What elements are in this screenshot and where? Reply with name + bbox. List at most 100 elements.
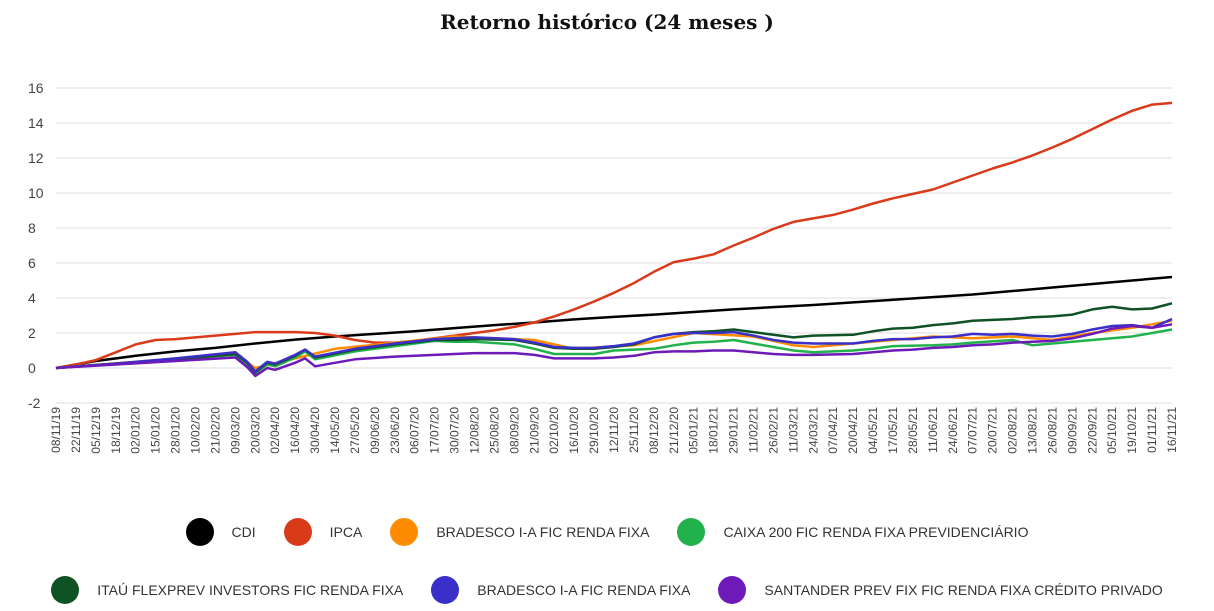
legend-swatch-icon — [718, 576, 747, 604]
x-tick-label: 22/11/19 — [69, 407, 83, 453]
x-tick-label: 14/05/20 — [328, 407, 342, 454]
x-tick-label: 07/04/21 — [826, 407, 840, 454]
x-tick-label: 18/12/19 — [109, 407, 123, 454]
x-tick-label: 02/08/21 — [1006, 407, 1020, 454]
x-tick-label: 21/02/20 — [208, 407, 222, 454]
legend-label: SANTANDER PREV FIX FIC RENDA FIXA CRÉDIT… — [764, 582, 1163, 598]
x-tick-label: 09/09/21 — [1065, 407, 1079, 454]
y-tick-label: 12 — [28, 150, 44, 166]
y-tick-label: 8 — [28, 220, 36, 236]
x-tick-label: 01/11/21 — [1145, 407, 1159, 453]
series-line-5 — [55, 317, 1173, 373]
x-tick-label: 17/07/20 — [428, 407, 442, 454]
y-tick-label: 2 — [28, 325, 36, 341]
x-tick-label: 26/02/21 — [766, 407, 780, 454]
x-tick-label: 20/03/20 — [248, 407, 262, 454]
x-tick-label: 24/06/21 — [946, 407, 960, 454]
x-tick-label: 21/09/20 — [527, 407, 541, 454]
legend-swatch-icon — [185, 518, 214, 546]
x-tick-label: 19/10/21 — [1125, 407, 1139, 454]
legend-item[interactable]: ITAÚ FLEXPREV INVESTORS FIC RENDA FIXA — [51, 576, 403, 604]
legend-item[interactable]: BRADESCO I-A FIC RENDA FIXA — [390, 518, 649, 546]
legend-swatch-icon — [390, 518, 419, 546]
x-tick-label: 02/04/20 — [268, 407, 282, 454]
legend-label: ITAÚ FLEXPREV INVESTORS FIC RENDA FIXA — [97, 582, 404, 598]
x-tick-label: 17/05/21 — [886, 407, 900, 454]
x-tick-label: 23/06/20 — [388, 407, 402, 454]
legend-item[interactable]: CAIXA 200 FIC RENDA FIXA PREVIDENCIÁRIO — [677, 518, 1028, 546]
legend-swatch-icon — [51, 576, 80, 604]
x-tick-label: 18/01/21 — [707, 407, 721, 454]
series-line-3 — [55, 328, 1173, 375]
legend-label: CAIXA 200 FIC RENDA FIXA PREVIDENCIÁRIO — [723, 524, 1029, 540]
legend-item[interactable]: SANTANDER PREV FIX FIC RENDA FIXA CRÉDIT… — [718, 576, 1163, 604]
legend-swatch-icon — [283, 518, 312, 546]
y-axis-tick-labels: 16 14 12 10 8 6 4 2 0 -2 — [28, 80, 44, 411]
x-tick-label: 21/12/20 — [667, 407, 681, 454]
x-tick-label: 30/07/20 — [448, 407, 462, 454]
legend-item[interactable]: CDI — [185, 518, 256, 546]
x-tick-label: 08/11/19 — [49, 407, 63, 453]
x-tick-label: 16/11/21 — [1165, 407, 1179, 453]
line-chart: 16 14 12 10 8 6 4 2 0 -2 08/11/19 22/11/19 05/12/19… — [28, 80, 1179, 454]
legend-item[interactable]: IPCA — [283, 518, 363, 546]
x-tick-label: 09/06/20 — [368, 407, 382, 454]
series-line-6 — [55, 323, 1173, 378]
x-tick-label: 10/02/20 — [189, 407, 203, 454]
x-tick-label: 30/04/20 — [308, 407, 322, 454]
series-line-0 — [55, 275, 1173, 370]
x-tick-label: 24/03/21 — [806, 407, 820, 454]
x-tick-label: 08/12/20 — [647, 407, 661, 454]
x-tick-label: 12/11/20 — [607, 407, 621, 453]
x-tick-label: 02/01/20 — [129, 407, 143, 454]
legend-row-1: CDI IPCA BRADESCO I-A FIC RENDA FIXA CAIXA … — [0, 518, 1214, 546]
x-tick-label: 28/05/21 — [906, 407, 920, 454]
x-tick-label: 05/10/21 — [1105, 407, 1119, 454]
x-tick-label: 16/10/20 — [567, 407, 581, 454]
legend-swatch-icon — [677, 518, 706, 546]
x-tick-label: 09/03/20 — [228, 407, 242, 454]
x-tick-label: 25/11/20 — [627, 407, 641, 453]
x-tick-label: 05/12/19 — [89, 407, 103, 454]
x-tick-label: 13/08/21 — [1026, 407, 1040, 454]
x-tick-label: 12/08/20 — [468, 407, 482, 454]
y-tick-label: 14 — [28, 115, 44, 131]
x-axis-tick-labels: 08/11/19 22/11/19 05/12/19 18/12/19 02/01/20… — [49, 407, 1179, 454]
x-tick-label: 20/04/21 — [846, 407, 860, 454]
x-tick-label: 28/01/20 — [169, 407, 183, 454]
legend-label: IPCA — [329, 524, 363, 540]
y-tick-label: 4 — [28, 290, 36, 306]
x-tick-label: 07/07/21 — [966, 407, 980, 454]
x-tick-label: 29/01/21 — [727, 407, 741, 454]
x-tick-label: 16/04/20 — [288, 407, 302, 454]
legend-label: BRADESCO I-A FIC RENDA FIXA — [436, 524, 650, 540]
x-tick-label: 29/10/20 — [587, 407, 601, 454]
legend-swatch-icon — [431, 576, 460, 604]
legend-label: BRADESCO I-A FIC RENDA FIXA — [477, 582, 691, 598]
x-tick-label: 05/01/21 — [687, 407, 701, 454]
x-tick-label: 25/08/20 — [487, 407, 501, 454]
series-lines — [55, 101, 1173, 378]
legend-item[interactable]: BRADESCO I-A FIC RENDA FIXA — [431, 576, 690, 604]
x-tick-label: 11/03/21 — [786, 407, 800, 453]
series-line-1 — [55, 101, 1173, 370]
x-tick-label: 06/07/20 — [408, 407, 422, 454]
y-tick-label: 6 — [28, 255, 36, 271]
legend-row-2: ITAÚ FLEXPREV INVESTORS FIC RENDA FIXA BR… — [0, 576, 1214, 604]
x-tick-label: 26/08/21 — [1045, 407, 1059, 454]
x-tick-label: 04/05/21 — [866, 407, 880, 454]
x-tick-label: 11/02/21 — [747, 407, 761, 453]
legend-label: CDI — [231, 524, 256, 540]
x-tick-label: 02/10/20 — [547, 407, 561, 454]
x-tick-label: 27/05/20 — [348, 407, 362, 454]
y-tick-label: 10 — [28, 185, 44, 201]
y-tick-label: -2 — [28, 395, 41, 411]
x-tick-label: 15/01/20 — [149, 407, 163, 454]
y-tick-label: 0 — [28, 360, 36, 376]
chart-title: Retorno histórico (24 meses ) — [440, 10, 774, 34]
x-tick-label: 20/07/21 — [986, 407, 1000, 454]
y-tick-label: 16 — [28, 80, 44, 96]
x-tick-label: 22/09/21 — [1085, 407, 1099, 454]
x-tick-label: 08/09/20 — [507, 407, 521, 454]
x-tick-label: 11/06/21 — [926, 407, 940, 453]
